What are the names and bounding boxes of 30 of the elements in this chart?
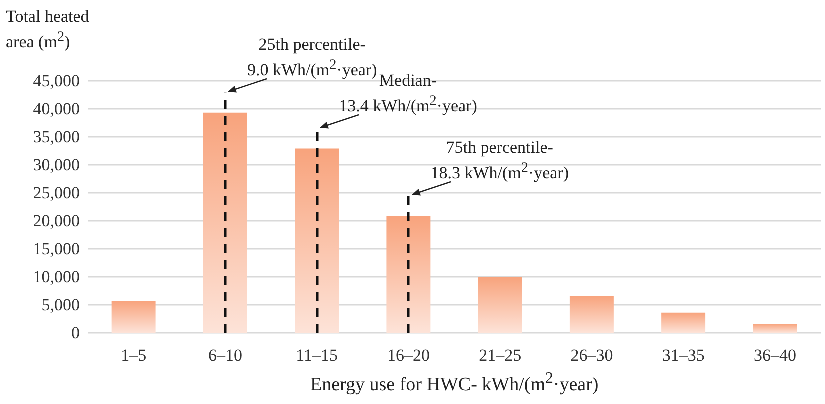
bar — [112, 301, 156, 333]
x-axis-title: Energy use for HWC- kWh/(m$^{2}$·year) — [310, 369, 599, 396]
bar — [386, 216, 431, 333]
x-tick-label: 6–10 — [208, 346, 242, 365]
bar — [570, 296, 614, 333]
y-tick-label: 25,000 — [33, 184, 80, 202]
y-axis-title: Total heated area (m$^{2}$) — [6, 6, 90, 53]
y-tick-label: 35,000 — [33, 128, 80, 146]
y-tick-label: 0 — [72, 324, 80, 342]
bar — [203, 112, 248, 333]
y-tick-label: 30,000 — [33, 156, 80, 174]
bar — [478, 277, 522, 333]
y-tick-label: 20,000 — [33, 212, 80, 230]
bar — [753, 324, 798, 333]
x-tick-label: 16–20 — [387, 346, 430, 365]
x-tick-label: 36–40 — [754, 346, 796, 365]
x-tick-label: 1–5 — [121, 346, 147, 365]
y-tick-label: 45,000 — [33, 72, 80, 90]
y-tick-label: 5,000 — [42, 296, 80, 314]
x-tick-label: 31–35 — [662, 346, 705, 365]
x-tick-label: 21–25 — [479, 346, 522, 365]
y-tick-label: 15,000 — [33, 240, 80, 258]
x-tick-label: 26–30 — [570, 346, 614, 365]
ref-line-label: 75th percentile- 18.3 kWh/(m$^{2}$·year) — [430, 136, 569, 184]
y-tick-label: 40,000 — [33, 100, 80, 118]
bar — [662, 312, 706, 333]
x-tick-label: 11–15 — [296, 346, 338, 365]
bar — [295, 148, 340, 333]
ref-line-label: 25th percentile- 9.0 kWh/(m$^{2}$·year) — [247, 34, 378, 81]
y-tick-label: 10,000 — [33, 268, 80, 286]
